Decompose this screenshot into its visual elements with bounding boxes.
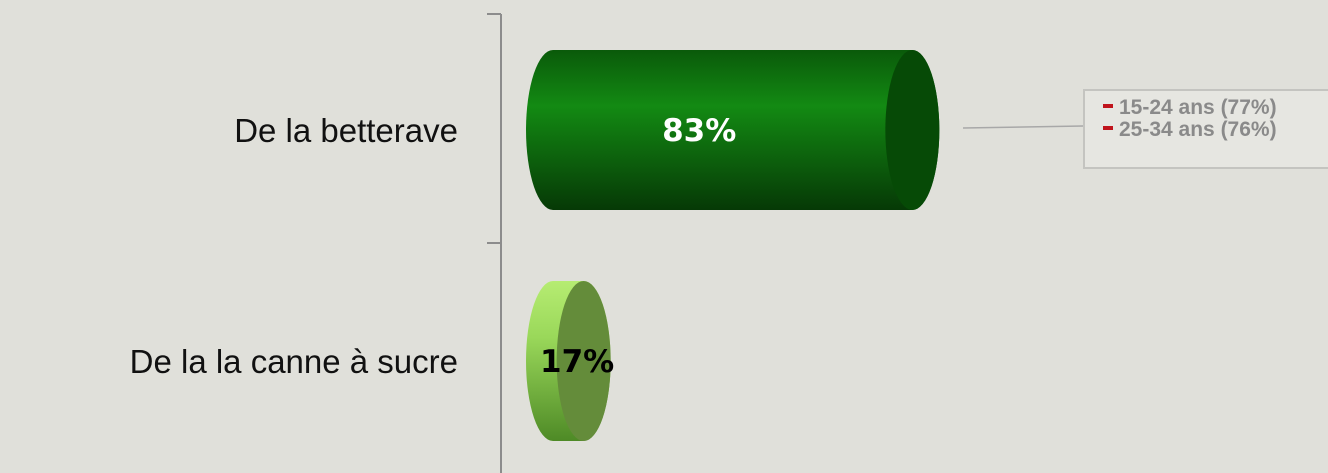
callout-connector xyxy=(962,125,1084,129)
bar xyxy=(526,50,940,210)
callout-item-text: 15-24 ans (77%) xyxy=(1119,96,1277,119)
bar-cap xyxy=(885,50,940,210)
annotation-callout: 15-24 ans (77%) 25-34 ans (76%) xyxy=(1083,89,1328,169)
bullet-marker-icon xyxy=(1103,104,1113,109)
category-label: De la la canne à sucre xyxy=(130,343,458,380)
callout-item: 15-24 ans (77%) xyxy=(1103,97,1328,119)
category-label: De la betterave xyxy=(234,112,458,149)
callout-item: 25-34 ans (76%) xyxy=(1103,119,1328,141)
callout-item-text: 25-34 ans (76%) xyxy=(1119,118,1277,141)
bullet-marker-icon xyxy=(1103,126,1113,131)
bar-cap xyxy=(556,281,611,441)
category-axis xyxy=(487,13,502,473)
data-label: 17% xyxy=(540,344,614,380)
data-label: 83% xyxy=(662,113,736,149)
